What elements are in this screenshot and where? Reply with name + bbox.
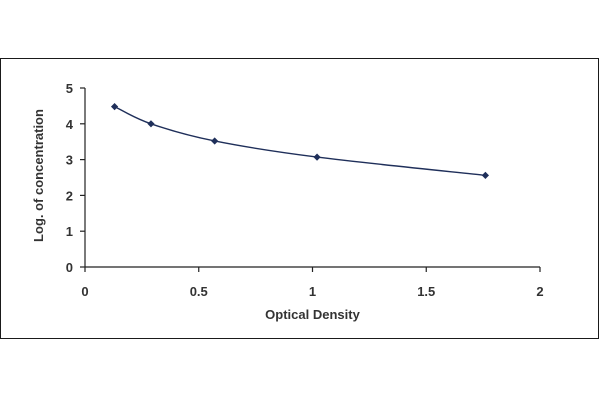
y-axis-title: Log. of concentration — [31, 109, 46, 242]
y-tick-label: 1 — [66, 224, 73, 239]
y-tick-label: 4 — [66, 117, 74, 132]
x-tick-label: 2 — [536, 284, 543, 299]
data-point — [313, 153, 321, 161]
data-point — [110, 103, 119, 111]
x-tick-label: 0.5 — [190, 284, 208, 299]
x-axis-title: Optical Density — [265, 307, 360, 322]
data-markers — [110, 103, 489, 179]
data-point — [481, 171, 489, 179]
chart-frame — [0, 58, 599, 339]
y-tick-label: 3 — [66, 153, 73, 168]
x-tick-label: 0 — [81, 284, 88, 299]
axes — [84, 88, 540, 268]
y-tick-label: 2 — [66, 188, 73, 203]
x-axis-ticks: 0 0.5 1 1.5 2 — [81, 267, 544, 299]
fit-curve — [114, 105, 486, 177]
y-tick-label: 0 — [66, 260, 73, 275]
y-axis-ticks: 0 1 2 3 4 5 — [66, 81, 85, 275]
data-point — [211, 137, 219, 145]
x-tick-label: 1.5 — [417, 284, 435, 299]
data-point — [147, 120, 155, 128]
x-tick-label: 1 — [309, 284, 316, 299]
y-tick-label: 5 — [66, 81, 73, 96]
